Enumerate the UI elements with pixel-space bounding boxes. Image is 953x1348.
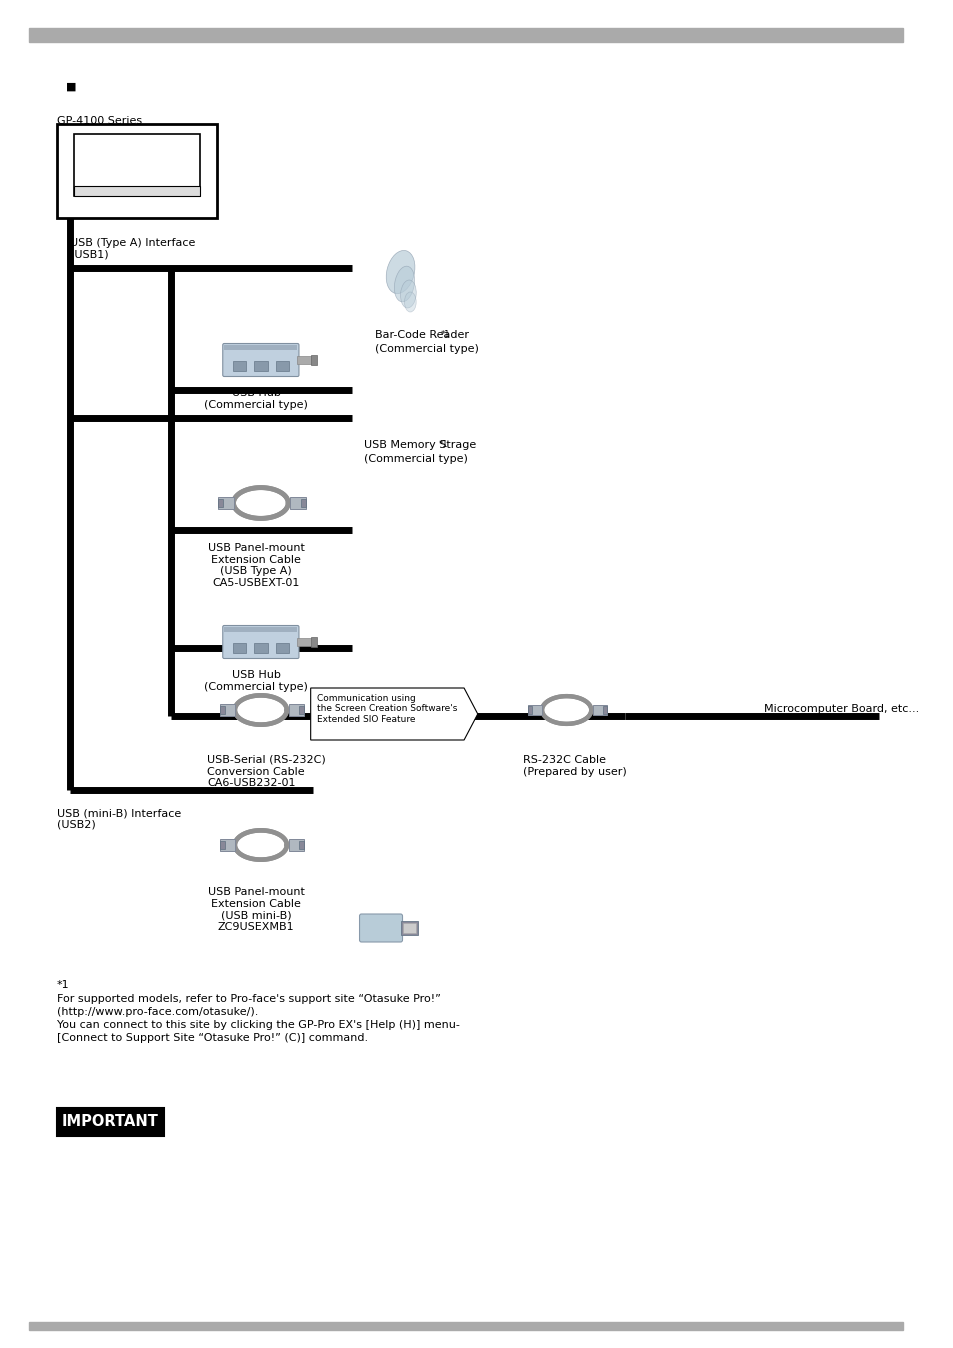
- Bar: [311, 638, 316, 647]
- Polygon shape: [541, 696, 591, 724]
- Text: (http://www.pro-face.com/otasuke/).: (http://www.pro-face.com/otasuke/).: [56, 1007, 257, 1016]
- Bar: [74, 133, 200, 195]
- Bar: [602, 706, 606, 713]
- Bar: [290, 497, 306, 510]
- Bar: [289, 840, 303, 851]
- Text: RS-232C Cable
(Prepared by user): RS-232C Cable (Prepared by user): [522, 755, 626, 776]
- Bar: [289, 704, 303, 716]
- Ellipse shape: [400, 280, 416, 307]
- Text: For supported models, refer to Pro-face's support site “Otasuke Pro!”: For supported models, refer to Pro-face'…: [56, 993, 440, 1004]
- Bar: [253, 643, 268, 652]
- Text: USB Panel-mount
Extension Cable
(USB mini-B)
ZC9USEXMB1: USB Panel-mount Extension Cable (USB min…: [208, 887, 304, 931]
- Text: You can connect to this site by clicking the GP-Pro EX's [Help (H)] menu-: You can connect to this site by clicking…: [56, 1020, 459, 1030]
- Bar: [297, 356, 314, 364]
- Bar: [298, 841, 303, 849]
- Bar: [220, 841, 224, 849]
- Bar: [402, 923, 416, 933]
- FancyBboxPatch shape: [222, 625, 298, 659]
- Text: USB Panel-mount
Extension Cable
(USB Type A)
CA5-USBEXT-01: USB Panel-mount Extension Cable (USB Typ…: [208, 543, 304, 588]
- Text: *1: *1: [440, 330, 450, 338]
- Text: USB Memory Strage: USB Memory Strage: [364, 439, 476, 450]
- Polygon shape: [311, 687, 477, 740]
- Bar: [275, 361, 289, 371]
- Bar: [593, 705, 606, 716]
- Ellipse shape: [386, 251, 415, 294]
- Bar: [527, 706, 532, 713]
- Text: Microcomputer Board, etc...: Microcomputer Board, etc...: [763, 704, 919, 714]
- Bar: [74, 186, 200, 195]
- Polygon shape: [234, 696, 287, 725]
- Text: IMPORTANT: IMPORTANT: [62, 1115, 158, 1130]
- Bar: [30, 1322, 902, 1330]
- Bar: [233, 361, 246, 371]
- Bar: [233, 643, 246, 652]
- Bar: [220, 706, 224, 714]
- Bar: [217, 497, 233, 510]
- Text: *1: *1: [438, 439, 448, 449]
- Bar: [311, 355, 316, 365]
- Bar: [300, 499, 306, 507]
- Bar: [220, 840, 234, 851]
- Text: Communication using
the Screen Creation Software's
Extended SIO Feature: Communication using the Screen Creation …: [316, 694, 456, 724]
- FancyBboxPatch shape: [359, 914, 402, 942]
- Text: ■: ■: [67, 82, 77, 92]
- Ellipse shape: [394, 266, 415, 302]
- Text: USB Hub
(Commercial type): USB Hub (Commercial type): [204, 670, 308, 692]
- Bar: [224, 627, 297, 632]
- Bar: [30, 28, 902, 42]
- Text: Bar-Code Reader: Bar-Code Reader: [375, 330, 469, 340]
- Bar: [527, 705, 541, 716]
- Bar: [400, 921, 417, 936]
- Text: (Commercial type): (Commercial type): [364, 454, 468, 464]
- Bar: [220, 704, 234, 716]
- Bar: [224, 345, 297, 350]
- Text: USB-Serial (RS-232C)
Conversion Cable
CA6-USB232-01: USB-Serial (RS-232C) Conversion Cable CA…: [207, 755, 326, 789]
- Bar: [217, 499, 222, 507]
- Text: *1: *1: [56, 980, 70, 989]
- FancyBboxPatch shape: [222, 344, 298, 376]
- Text: USB (Type A) Interface
(USB1): USB (Type A) Interface (USB1): [71, 239, 195, 260]
- Bar: [56, 124, 216, 218]
- Text: [Connect to Support Site “Otasuke Pro!” (C)] command.: [Connect to Support Site “Otasuke Pro!” …: [56, 1033, 368, 1043]
- Polygon shape: [234, 830, 287, 860]
- Text: (Commercial type): (Commercial type): [375, 344, 478, 355]
- Bar: [56, 1108, 164, 1136]
- Ellipse shape: [404, 293, 416, 311]
- Text: USB (mini-B) Interface
(USB2): USB (mini-B) Interface (USB2): [56, 807, 181, 829]
- Text: GP-4100 Series: GP-4100 Series: [56, 116, 142, 125]
- Bar: [275, 643, 289, 652]
- Bar: [297, 638, 314, 646]
- Text: USB Hub
(Commercial type): USB Hub (Commercial type): [204, 388, 308, 410]
- Bar: [253, 361, 268, 371]
- Polygon shape: [233, 488, 288, 519]
- Bar: [298, 706, 303, 714]
